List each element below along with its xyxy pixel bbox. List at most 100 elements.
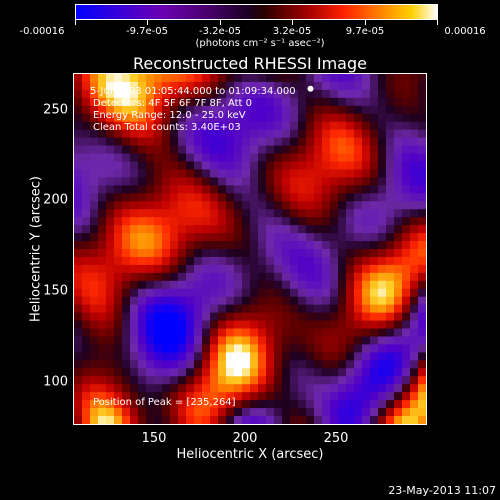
heatmap-cell [162, 209, 171, 218]
heatmap-cell [138, 256, 147, 266]
heatmap-cell [370, 416, 379, 424]
heatmap-cell [154, 384, 163, 393]
heatmap-cell [298, 74, 307, 83]
heatmap-cell [130, 217, 139, 226]
heatmap-cell [234, 328, 243, 338]
heatmap-cell [82, 105, 91, 115]
heatmap-cell [210, 400, 219, 409]
heatmap-cell [282, 201, 291, 210]
heatmap-cell [234, 161, 243, 171]
heatmap-cell [106, 137, 115, 147]
heatmap-cell [74, 193, 83, 202]
heatmap-cell [234, 408, 243, 417]
heatmap-cell [370, 105, 379, 115]
heatmap-cell [146, 288, 155, 298]
heatmap-cell [346, 249, 355, 258]
heatmap-cell [330, 344, 339, 353]
heatmap-cell [170, 113, 179, 123]
heatmap-cell [202, 201, 211, 210]
heatmap-cell [402, 233, 411, 242]
heatmap-cell [362, 121, 371, 131]
heatmap-cell [90, 121, 99, 131]
heatmap-cell [130, 312, 139, 322]
heatmap-cell [218, 217, 227, 226]
heatmap-cell [130, 209, 139, 218]
heatmap-cell [210, 384, 219, 393]
heatmap-cell [386, 105, 395, 115]
heatmap-cell [186, 336, 195, 346]
heatmap-cell [170, 368, 179, 377]
heatmap-cell [338, 209, 347, 218]
heatmap-cell [394, 105, 403, 115]
heatmap-cell [338, 352, 347, 361]
heatmap-cell [370, 185, 379, 194]
heatmap-cell [386, 408, 395, 417]
heatmap-cell [162, 81, 171, 91]
heatmap-cell [274, 89, 283, 99]
heatmap-cell [330, 161, 339, 171]
heatmap-cell [386, 145, 395, 155]
heatmap-cell [338, 344, 347, 353]
heatmap-cell [330, 105, 339, 115]
heatmap-cell [298, 161, 307, 171]
heatmap-cell [242, 113, 251, 123]
heatmap-cell [82, 256, 91, 266]
heatmap-cell [98, 376, 107, 385]
heatmap-cell [242, 249, 251, 258]
heatmap-cell [394, 304, 403, 314]
heatmap-cell [370, 384, 379, 393]
heatmap-cell [362, 352, 371, 361]
heatmap-cell [162, 392, 171, 401]
heatmap-cell [194, 113, 203, 123]
heatmap-cell [122, 161, 131, 171]
heatmap-cell [178, 400, 187, 409]
heatmap-cell [234, 392, 243, 401]
heatmap-cell [122, 360, 131, 369]
heatmap-cell [234, 384, 243, 393]
heatmap-cell [218, 153, 227, 163]
heatmap-cell [250, 368, 259, 377]
heatmap-cell [402, 376, 411, 385]
heatmap-cell [370, 129, 379, 139]
heatmap-cell [178, 392, 187, 401]
heatmap-cell [298, 201, 307, 210]
heatmap-cell [178, 384, 187, 393]
heatmap-cell [282, 129, 291, 139]
heatmap-cell [410, 161, 419, 171]
heatmap-cell [410, 336, 419, 346]
heatmap-cell [146, 352, 155, 361]
heatmap-cell [202, 336, 211, 346]
heatmap-cell [274, 384, 283, 393]
heatmap-cell [242, 272, 251, 282]
heatmap-cell [122, 129, 131, 139]
heatmap-cell [98, 320, 107, 330]
heatmap-cell [274, 296, 283, 306]
heatmap-cell [242, 89, 251, 99]
heatmap-cell [402, 169, 411, 178]
heatmap-cell [298, 400, 307, 409]
heatmap-cell [82, 145, 91, 155]
heatmap-cell [266, 249, 275, 258]
heatmap-cell [74, 312, 83, 322]
heatmap-cell [258, 400, 267, 409]
heatmap-cell [394, 368, 403, 377]
heatmap-cell [418, 137, 426, 147]
heatmap-cell [378, 105, 387, 115]
heatmap-cell [202, 177, 211, 186]
heatmap-cell [346, 376, 355, 385]
heatmap-cell [74, 249, 83, 258]
heatmap-cell [226, 105, 235, 115]
heatmap-cell [210, 169, 219, 178]
heatmap-cell [362, 241, 371, 250]
heatmap-cell [282, 296, 291, 306]
heatmap-cell [282, 328, 291, 338]
heatmap-cell [370, 113, 379, 123]
heatmap-cell [418, 113, 426, 123]
heatmap-cell [282, 153, 291, 163]
heatmap-cell [338, 225, 347, 234]
heatmap-cell [402, 368, 411, 377]
heatmap-cell [370, 89, 379, 99]
heatmap-cell [114, 225, 123, 234]
heatmap-cell [186, 233, 195, 242]
heatmap-cell [122, 272, 131, 282]
